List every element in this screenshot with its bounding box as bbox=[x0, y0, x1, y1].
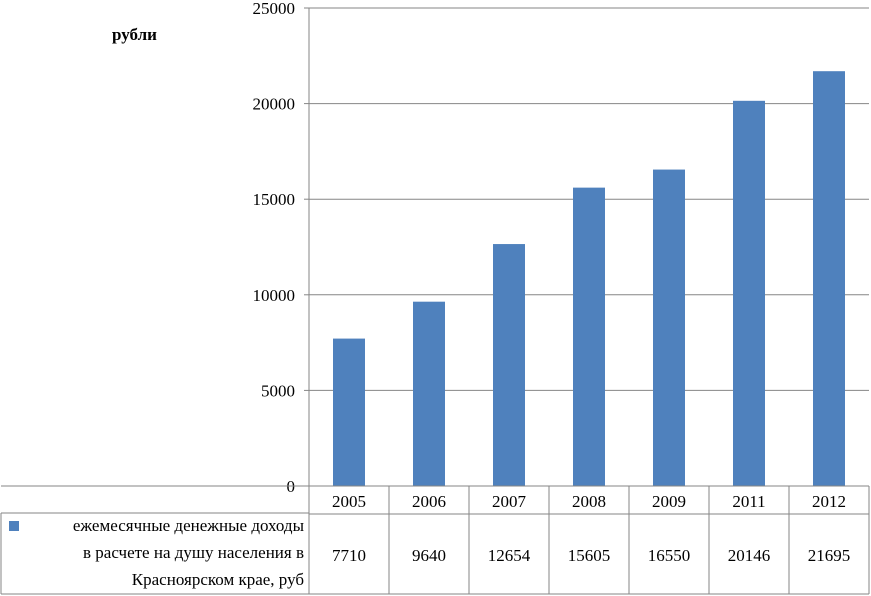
series-name-line: в расчете на душу населения в bbox=[83, 543, 304, 562]
table-cell-value: 21695 bbox=[808, 546, 851, 565]
x-category-label: 2007 bbox=[492, 492, 527, 511]
data-table: 2005 7710 2006 9640 2007 12654 2008 15605 2009 16… bbox=[0, 486, 870, 595]
x-category-label: 2009 bbox=[652, 492, 686, 511]
bars bbox=[333, 71, 845, 487]
legend-key bbox=[9, 521, 19, 531]
bar-2006 bbox=[413, 301, 445, 486]
y-tick-label: 15000 bbox=[253, 190, 296, 209]
table-cell-value: 12654 bbox=[488, 546, 531, 565]
x-category-label: 2005 bbox=[332, 492, 366, 511]
y-axis-title: рубли bbox=[112, 25, 157, 44]
bar-2011 bbox=[733, 100, 765, 487]
bar-2008 bbox=[573, 187, 605, 487]
bar-2007 bbox=[493, 244, 525, 486]
table-cell-value: 9640 bbox=[412, 546, 446, 565]
x-category-label: 2011 bbox=[732, 492, 765, 511]
table-cell-value: 7710 bbox=[332, 546, 366, 565]
y-tick-label: 5000 bbox=[261, 381, 295, 400]
x-category-label: 2006 bbox=[412, 492, 446, 511]
table-cell-value: 20146 bbox=[728, 546, 771, 565]
x-category-label: 2012 bbox=[812, 492, 846, 511]
bar-2005 bbox=[333, 338, 365, 486]
series-name-line: Красноярском крае, руб bbox=[132, 570, 304, 589]
table-cell-value: 16550 bbox=[648, 546, 691, 565]
series-name-line: ежемесячные денежные доходы bbox=[73, 516, 305, 535]
y-tick-label: 10000 bbox=[253, 286, 296, 305]
bar-2012 bbox=[813, 71, 845, 487]
table-cell-value: 15605 bbox=[568, 546, 611, 565]
y-tick-label: 20000 bbox=[253, 95, 296, 114]
bar-2009 bbox=[653, 169, 685, 486]
x-category-label: 2008 bbox=[572, 492, 606, 511]
y-tick-label: 25000 bbox=[253, 0, 296, 18]
